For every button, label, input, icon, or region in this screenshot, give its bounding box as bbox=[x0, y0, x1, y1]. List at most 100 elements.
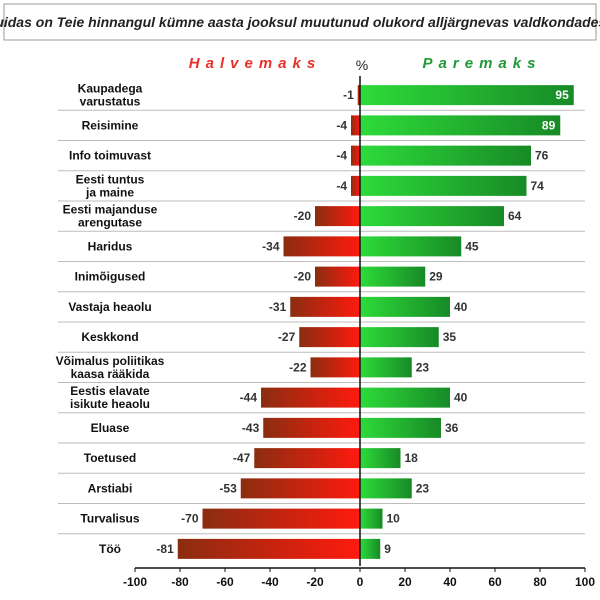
category-label: Eluase bbox=[91, 421, 130, 435]
x-axis: -100 -80 -60 -40 -20 0 20 40 60 80 100 bbox=[123, 567, 595, 589]
category-label: Töö bbox=[99, 542, 121, 556]
value-label-halvemaks: -81 bbox=[156, 542, 174, 556]
bar-paremaks bbox=[360, 478, 412, 499]
x-tick-label: 20 bbox=[398, 575, 412, 589]
value-label-halvemaks: -70 bbox=[181, 512, 199, 526]
category-label: Inimõigused bbox=[75, 270, 146, 284]
value-label-halvemaks: -47 bbox=[233, 451, 251, 465]
value-label-halvemaks: -22 bbox=[289, 360, 307, 374]
category-label: Haridus bbox=[88, 239, 133, 253]
value-label-paremaks: 29 bbox=[429, 270, 443, 284]
value-label-halvemaks: -44 bbox=[240, 391, 258, 405]
category-label: Võimalus poliitikas bbox=[56, 354, 165, 368]
bar-paremaks bbox=[360, 448, 401, 469]
value-label-paremaks: 74 bbox=[531, 179, 545, 193]
bar-paremaks bbox=[360, 387, 450, 408]
value-label-paremaks: 89 bbox=[542, 118, 556, 132]
x-tick-label: 40 bbox=[443, 575, 457, 589]
value-label-paremaks: 36 bbox=[445, 421, 459, 435]
row: Keskkond -27 35 bbox=[58, 327, 585, 353]
bar-paremaks bbox=[360, 296, 450, 317]
value-label-halvemaks: -4 bbox=[336, 149, 347, 163]
category-label: Arstiabi bbox=[88, 481, 133, 495]
category-label: Reisimine bbox=[82, 118, 139, 132]
bar-halvemaks bbox=[202, 508, 360, 529]
percent-unit-label: % bbox=[356, 57, 368, 73]
value-label-halvemaks: -43 bbox=[242, 421, 260, 435]
value-label-paremaks: 40 bbox=[454, 300, 468, 314]
bar-halvemaks bbox=[254, 448, 360, 469]
bar-halvemaks bbox=[263, 417, 360, 438]
bar-halvemaks bbox=[177, 538, 360, 559]
value-label-halvemaks: -27 bbox=[278, 330, 296, 344]
bar-halvemaks bbox=[310, 357, 360, 378]
row: Eluase -43 36 bbox=[58, 417, 585, 444]
value-label-halvemaks: -20 bbox=[294, 209, 312, 223]
value-label-halvemaks: -34 bbox=[262, 239, 280, 253]
category-label: Eesti majanduse bbox=[63, 203, 158, 217]
bar-paremaks bbox=[360, 85, 574, 106]
value-label-paremaks: 9 bbox=[384, 542, 391, 556]
bar-halvemaks bbox=[315, 266, 360, 287]
bar-paremaks bbox=[360, 508, 383, 529]
category-label: isikute heaolu bbox=[70, 397, 150, 411]
row: Arstiabi -53 23 bbox=[58, 478, 585, 504]
bar-paremaks bbox=[360, 175, 527, 196]
category-label: Kaupadega bbox=[78, 82, 143, 96]
value-label-halvemaks: -53 bbox=[219, 481, 237, 495]
bar-paremaks bbox=[360, 115, 561, 136]
row: Info toimuvast -4 76 bbox=[58, 145, 585, 172]
category-label: arengutase bbox=[78, 216, 142, 230]
value-label-paremaks: 18 bbox=[405, 451, 419, 465]
bar-halvemaks bbox=[351, 175, 360, 196]
category-label: kaasa rääkida bbox=[71, 367, 150, 381]
x-tick-label: 100 bbox=[575, 575, 595, 589]
value-label-halvemaks: -31 bbox=[269, 300, 287, 314]
row: Turvalisus -70 10 bbox=[58, 508, 585, 535]
x-tick-label: -60 bbox=[216, 575, 234, 589]
bar-paremaks bbox=[360, 236, 462, 257]
category-label: Eesti tuntus bbox=[76, 172, 145, 186]
bar-paremaks bbox=[360, 538, 381, 559]
value-label-paremaks: 23 bbox=[416, 360, 430, 374]
halvemaks-label: Halvemaks bbox=[189, 55, 321, 72]
bar-halvemaks bbox=[290, 296, 360, 317]
paremaks-label: Paremaks bbox=[423, 55, 542, 72]
x-tick-label: 0 bbox=[357, 575, 364, 589]
bar-halvemaks bbox=[261, 387, 360, 408]
bar-halvemaks bbox=[299, 327, 360, 348]
value-label-halvemaks: -1 bbox=[343, 88, 354, 102]
value-label-paremaks: 40 bbox=[454, 391, 468, 405]
bar-paremaks bbox=[360, 266, 426, 287]
category-label: Eestis elavate bbox=[70, 384, 150, 398]
x-tick-label: 60 bbox=[488, 575, 502, 589]
category-label: Vastaja heaolu bbox=[68, 300, 151, 314]
x-tick-label: -80 bbox=[171, 575, 189, 589]
x-tick-label: -20 bbox=[306, 575, 324, 589]
category-label: varustatus bbox=[80, 95, 141, 109]
value-label-paremaks: 45 bbox=[465, 239, 479, 253]
value-label-halvemaks: -20 bbox=[294, 270, 312, 284]
value-label-paremaks: 76 bbox=[535, 149, 549, 163]
category-label: Keskkond bbox=[81, 330, 138, 344]
category-label: Turvalisus bbox=[80, 512, 139, 526]
value-label-paremaks: 95 bbox=[555, 88, 569, 102]
x-tick-label: -40 bbox=[261, 575, 279, 589]
x-tick-label: -100 bbox=[123, 575, 147, 589]
bar-halvemaks bbox=[357, 85, 360, 106]
x-tick-label: 80 bbox=[533, 575, 547, 589]
value-label-halvemaks: -4 bbox=[336, 179, 347, 193]
value-label-paremaks: 64 bbox=[508, 209, 522, 223]
bar-halvemaks bbox=[351, 145, 360, 166]
value-label-paremaks: 10 bbox=[387, 512, 401, 526]
row: Vastaja heaolu -31 40 bbox=[58, 296, 585, 323]
bar-halvemaks bbox=[283, 236, 360, 257]
row: Haridus -34 45 bbox=[58, 236, 585, 262]
bar-halvemaks bbox=[315, 206, 360, 227]
